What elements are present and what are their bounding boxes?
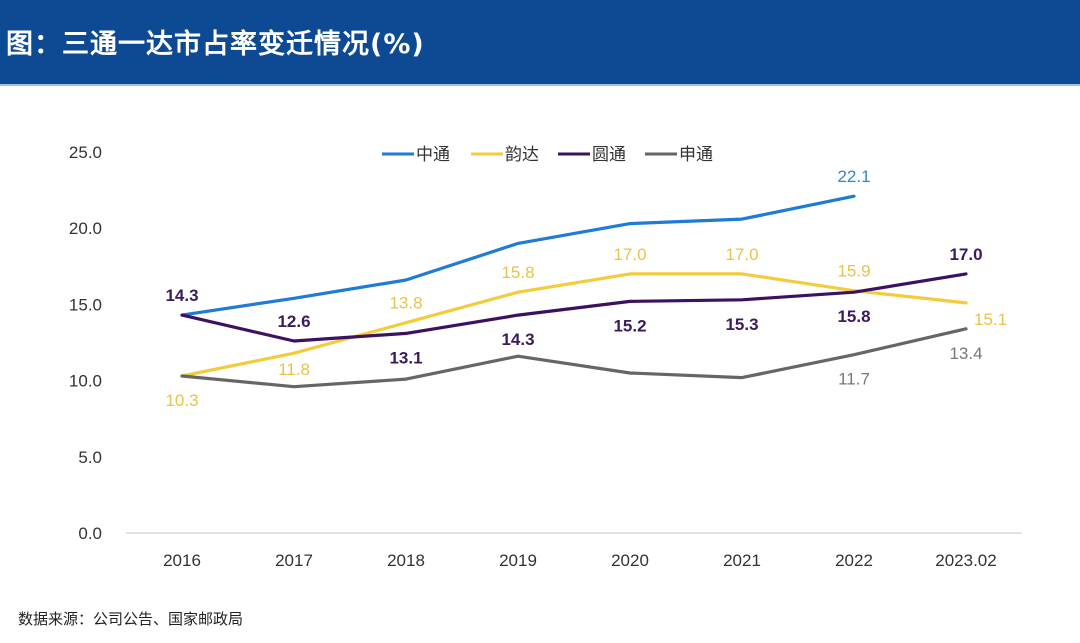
- x-tick-label: 2021: [723, 551, 761, 570]
- data-label: 15.2: [613, 316, 646, 335]
- data-label: 14.3: [165, 286, 198, 305]
- x-axis: 2016 2017 2018 2019 2020 2021 2022 2023.02: [163, 551, 997, 570]
- data-label: 15.9: [837, 262, 870, 281]
- data-source-note: 数据来源：公司公告、国家邮政局: [18, 610, 244, 628]
- series-line-中通: [180, 194, 856, 317]
- data-label: 12.6: [277, 312, 310, 331]
- data-label: 15.8: [501, 263, 534, 282]
- x-tick-label: 2019: [499, 551, 537, 570]
- x-tick-label: 2016: [163, 551, 201, 570]
- data-label: 13.8: [389, 294, 422, 313]
- x-tick-label: 2018: [387, 551, 425, 570]
- data-label: 17.0: [949, 245, 982, 264]
- y-tick-label: 10.0: [69, 372, 102, 391]
- data-label: 17.0: [725, 245, 758, 264]
- y-tick-label: 0.0: [78, 524, 102, 543]
- data-label: 14.3: [501, 330, 534, 349]
- y-axis: 0.0 5.0 10.0 15.0 20.0 25.0: [69, 143, 102, 543]
- legend-label: 韵达: [505, 145, 539, 165]
- data-label: 15.3: [725, 315, 758, 334]
- x-tick-label: 2017: [275, 551, 313, 570]
- data-label: 10.3: [165, 391, 198, 410]
- legend-label: 申通: [679, 145, 713, 165]
- data-label: 13.4: [949, 344, 982, 363]
- chart-title: 图：三通一达市占率变迁情况(%): [6, 29, 425, 60]
- data-label: 15.1: [974, 310, 1007, 329]
- series-lines: [180, 194, 968, 389]
- series-line-圆通: [180, 272, 968, 343]
- y-tick-label: 20.0: [69, 219, 102, 238]
- line-chart: 0.05.010.015.020.025.0 2016 2017 2018 2019 2…: [69, 143, 1022, 570]
- data-label: 22.1: [837, 167, 870, 186]
- data-label: 13.1: [389, 348, 422, 367]
- data-label: 11.8: [278, 360, 310, 379]
- series-line-申通: [180, 327, 968, 389]
- series-line-韵达: [180, 272, 968, 378]
- data-label: 11.7: [838, 370, 870, 389]
- title-banner: 图：三通一达市占率变迁情况(%): [0, 0, 1080, 86]
- data-label: 17.0: [613, 245, 646, 264]
- y-tick-label: 25.0: [69, 143, 102, 162]
- x-tick-label: 2020: [611, 551, 649, 570]
- legend: 中通 韵达 圆通 申通: [382, 145, 713, 165]
- data-labels: 22.1 10.3 11.8 13.8 15.8 17.0 17.0 15.9 15.1 14.3…: [165, 167, 1007, 410]
- legend-label: 中通: [416, 145, 450, 165]
- y-tick-label: 15.0: [69, 295, 102, 314]
- legend-label: 圆通: [592, 145, 626, 165]
- data-label: 15.8: [837, 307, 870, 326]
- x-tick-label: 2022: [835, 551, 873, 570]
- y-tick-label: 5.0: [78, 448, 102, 467]
- x-tick-label: 2023.02: [935, 551, 996, 570]
